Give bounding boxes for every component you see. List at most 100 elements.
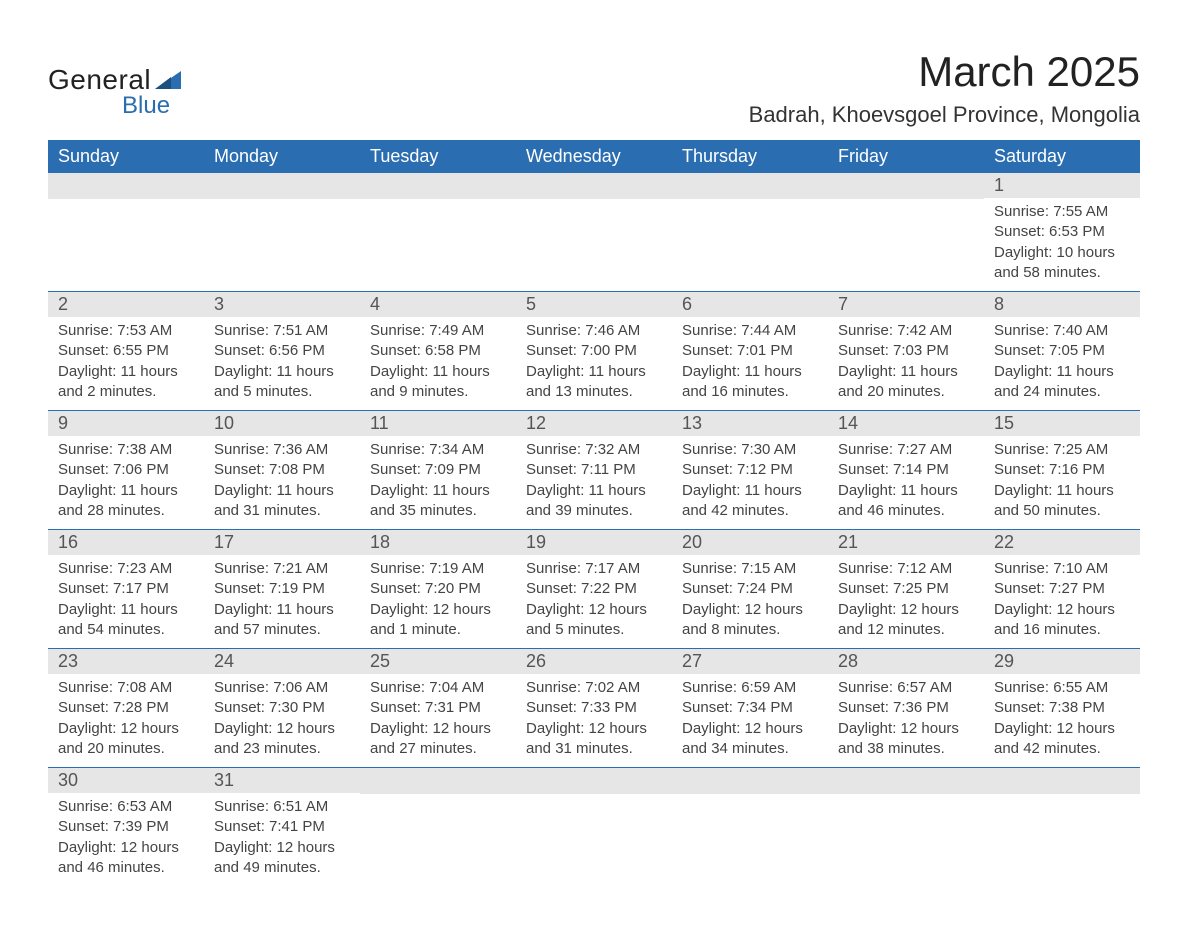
- day-sunrise: Sunrise: 7:32 AM: [526, 440, 662, 460]
- day-sunset: Sunset: 7:17 PM: [58, 579, 194, 599]
- day-sunset: Sunset: 7:12 PM: [682, 460, 818, 480]
- day-number: 28: [828, 649, 984, 674]
- calendar-day-cell: 7Sunrise: 7:42 AMSunset: 7:03 PMDaylight…: [828, 292, 984, 411]
- day-daylight: Daylight: 12 hours and 42 minutes.: [994, 719, 1130, 760]
- day-daylight: Daylight: 11 hours and 24 minutes.: [994, 362, 1130, 403]
- day-details: Sunrise: 6:57 AMSunset: 7:36 PMDaylight:…: [828, 674, 984, 767]
- day-sunset: Sunset: 7:19 PM: [214, 579, 350, 599]
- day-details: Sunrise: 7:36 AMSunset: 7:08 PMDaylight:…: [204, 436, 360, 529]
- calendar-empty-cell: [516, 768, 672, 887]
- day-details: Sunrise: 7:51 AMSunset: 6:56 PMDaylight:…: [204, 317, 360, 410]
- day-sunset: Sunset: 7:22 PM: [526, 579, 662, 599]
- day-number: 5: [516, 292, 672, 317]
- day-sunset: Sunset: 6:53 PM: [994, 222, 1130, 242]
- calendar-day-cell: 19Sunrise: 7:17 AMSunset: 7:22 PMDayligh…: [516, 530, 672, 649]
- calendar-day-cell: 4Sunrise: 7:49 AMSunset: 6:58 PMDaylight…: [360, 292, 516, 411]
- day-number: 14: [828, 411, 984, 436]
- day-details: Sunrise: 7:53 AMSunset: 6:55 PMDaylight:…: [48, 317, 204, 410]
- day-details: Sunrise: 7:40 AMSunset: 7:05 PMDaylight:…: [984, 317, 1140, 410]
- day-sunrise: Sunrise: 7:12 AM: [838, 559, 974, 579]
- calendar-week-row: 30Sunrise: 6:53 AMSunset: 7:39 PMDayligh…: [48, 768, 1140, 887]
- day-number: 26: [516, 649, 672, 674]
- calendar-day-cell: 21Sunrise: 7:12 AMSunset: 7:25 PMDayligh…: [828, 530, 984, 649]
- day-daylight: Daylight: 12 hours and 34 minutes.: [682, 719, 818, 760]
- day-sunset: Sunset: 7:39 PM: [58, 817, 194, 837]
- day-sunset: Sunset: 7:09 PM: [370, 460, 506, 480]
- day-daylight: Daylight: 12 hours and 5 minutes.: [526, 600, 662, 641]
- day-sunrise: Sunrise: 7:51 AM: [214, 321, 350, 341]
- day-sunrise: Sunrise: 7:34 AM: [370, 440, 506, 460]
- day-number: 10: [204, 411, 360, 436]
- day-details: Sunrise: 7:46 AMSunset: 7:00 PMDaylight:…: [516, 317, 672, 410]
- weekday-header: Monday: [204, 140, 360, 173]
- calendar-day-cell: 3Sunrise: 7:51 AMSunset: 6:56 PMDaylight…: [204, 292, 360, 411]
- calendar-empty-cell: [204, 173, 360, 292]
- day-details: Sunrise: 7:21 AMSunset: 7:19 PMDaylight:…: [204, 555, 360, 648]
- day-number: 18: [360, 530, 516, 555]
- calendar-empty-cell: [672, 768, 828, 887]
- day-sunrise: Sunrise: 7:10 AM: [994, 559, 1130, 579]
- day-sunset: Sunset: 7:05 PM: [994, 341, 1130, 361]
- day-sunset: Sunset: 7:31 PM: [370, 698, 506, 718]
- day-daylight: Daylight: 11 hours and 28 minutes.: [58, 481, 194, 522]
- calendar-empty-cell: [828, 768, 984, 887]
- day-sunrise: Sunrise: 6:57 AM: [838, 678, 974, 698]
- day-daylight: Daylight: 11 hours and 42 minutes.: [682, 481, 818, 522]
- calendar-day-cell: 24Sunrise: 7:06 AMSunset: 7:30 PMDayligh…: [204, 649, 360, 768]
- day-daylight: Daylight: 12 hours and 16 minutes.: [994, 600, 1130, 641]
- day-sunset: Sunset: 7:14 PM: [838, 460, 974, 480]
- day-sunset: Sunset: 6:56 PM: [214, 341, 350, 361]
- day-number: 20: [672, 530, 828, 555]
- day-sunrise: Sunrise: 7:38 AM: [58, 440, 194, 460]
- weekday-header: Thursday: [672, 140, 828, 173]
- day-details: Sunrise: 7:32 AMSunset: 7:11 PMDaylight:…: [516, 436, 672, 529]
- day-details: Sunrise: 7:44 AMSunset: 7:01 PMDaylight:…: [672, 317, 828, 410]
- day-details: Sunrise: 6:53 AMSunset: 7:39 PMDaylight:…: [48, 793, 204, 886]
- day-sunrise: Sunrise: 7:46 AM: [526, 321, 662, 341]
- calendar-empty-cell: [360, 173, 516, 292]
- day-details: Sunrise: 7:55 AMSunset: 6:53 PMDaylight:…: [984, 198, 1140, 291]
- day-sunset: Sunset: 7:08 PM: [214, 460, 350, 480]
- calendar-day-cell: 13Sunrise: 7:30 AMSunset: 7:12 PMDayligh…: [672, 411, 828, 530]
- calendar-day-cell: 14Sunrise: 7:27 AMSunset: 7:14 PMDayligh…: [828, 411, 984, 530]
- day-sunrise: Sunrise: 7:17 AM: [526, 559, 662, 579]
- calendar-day-cell: 26Sunrise: 7:02 AMSunset: 7:33 PMDayligh…: [516, 649, 672, 768]
- day-daylight: Daylight: 12 hours and 27 minutes.: [370, 719, 506, 760]
- day-sunset: Sunset: 7:38 PM: [994, 698, 1130, 718]
- calendar-empty-cell: [672, 173, 828, 292]
- calendar-day-cell: 11Sunrise: 7:34 AMSunset: 7:09 PMDayligh…: [360, 411, 516, 530]
- day-number: 29: [984, 649, 1140, 674]
- calendar-day-cell: 22Sunrise: 7:10 AMSunset: 7:27 PMDayligh…: [984, 530, 1140, 649]
- day-sunrise: Sunrise: 7:21 AM: [214, 559, 350, 579]
- day-sunrise: Sunrise: 7:55 AM: [994, 202, 1130, 222]
- empty-daynum-bar: [828, 173, 984, 199]
- day-details: Sunrise: 7:19 AMSunset: 7:20 PMDaylight:…: [360, 555, 516, 648]
- day-sunrise: Sunrise: 7:30 AM: [682, 440, 818, 460]
- day-sunrise: Sunrise: 7:44 AM: [682, 321, 818, 341]
- day-daylight: Daylight: 11 hours and 16 minutes.: [682, 362, 818, 403]
- day-sunrise: Sunrise: 6:55 AM: [994, 678, 1130, 698]
- day-daylight: Daylight: 12 hours and 31 minutes.: [526, 719, 662, 760]
- month-title: March 2025: [749, 48, 1140, 96]
- day-daylight: Daylight: 12 hours and 23 minutes.: [214, 719, 350, 760]
- calendar-week-row: 23Sunrise: 7:08 AMSunset: 7:28 PMDayligh…: [48, 649, 1140, 768]
- day-number: 9: [48, 411, 204, 436]
- day-sunset: Sunset: 7:24 PM: [682, 579, 818, 599]
- weekday-header-row: SundayMondayTuesdayWednesdayThursdayFrid…: [48, 140, 1140, 173]
- calendar-day-cell: 8Sunrise: 7:40 AMSunset: 7:05 PMDaylight…: [984, 292, 1140, 411]
- day-number: 31: [204, 768, 360, 793]
- calendar-week-row: 1Sunrise: 7:55 AMSunset: 6:53 PMDaylight…: [48, 173, 1140, 292]
- empty-daynum-bar: [516, 173, 672, 199]
- empty-daynum-bar: [360, 768, 516, 794]
- day-sunrise: Sunrise: 7:40 AM: [994, 321, 1130, 341]
- day-details: Sunrise: 7:34 AMSunset: 7:09 PMDaylight:…: [360, 436, 516, 529]
- calendar-day-cell: 15Sunrise: 7:25 AMSunset: 7:16 PMDayligh…: [984, 411, 1140, 530]
- day-sunrise: Sunrise: 7:02 AM: [526, 678, 662, 698]
- day-sunset: Sunset: 7:20 PM: [370, 579, 506, 599]
- calendar-table: SundayMondayTuesdayWednesdayThursdayFrid…: [48, 140, 1140, 886]
- calendar-day-cell: 31Sunrise: 6:51 AMSunset: 7:41 PMDayligh…: [204, 768, 360, 887]
- day-details: Sunrise: 7:17 AMSunset: 7:22 PMDaylight:…: [516, 555, 672, 648]
- calendar-day-cell: 2Sunrise: 7:53 AMSunset: 6:55 PMDaylight…: [48, 292, 204, 411]
- day-daylight: Daylight: 11 hours and 46 minutes.: [838, 481, 974, 522]
- calendar-day-cell: 27Sunrise: 6:59 AMSunset: 7:34 PMDayligh…: [672, 649, 828, 768]
